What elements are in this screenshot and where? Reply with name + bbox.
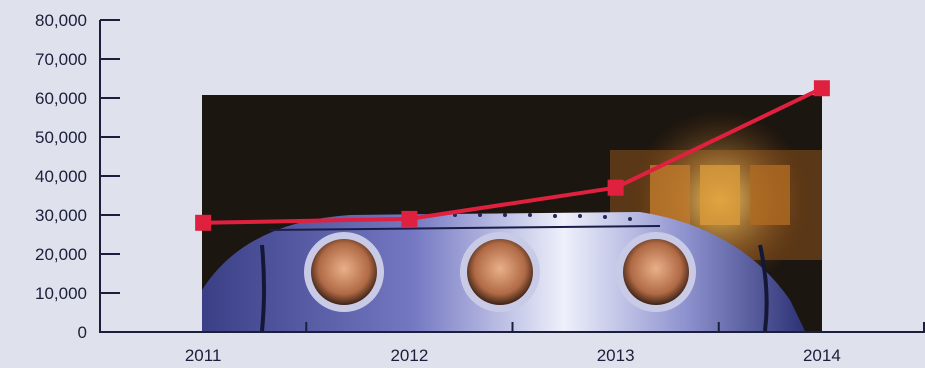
background-photo [202,95,822,331]
y-tick-label: 40,000 [35,167,87,186]
x-tick-label: 2014 [803,346,841,365]
y-tick-label: 0 [78,323,87,342]
y-tick-label: 80,000 [35,11,87,30]
data-point-2012 [401,210,418,227]
y-tick-label: 60,000 [35,89,87,108]
series-line [203,86,823,225]
y-tick-label: 20,000 [35,245,87,264]
y-tick-label: 30,000 [35,206,87,225]
y-tick-label: 70,000 [35,50,87,69]
x-tick-label: 2013 [597,346,635,365]
data-point-2014 [813,80,830,97]
data-point-2013 [607,179,624,196]
y-axis-ticks: 0 10,000 20,000 30,000 40,000 50,000 60,000 70,… [35,11,120,342]
x-axis-ticks: 2011 2012 2013 2014 [185,322,925,365]
y-tick-label: 10,000 [35,284,87,303]
y-tick-label: 50,000 [35,128,87,147]
series-layer [195,80,830,231]
x-tick-label: 2012 [390,346,428,365]
data-point-2011 [195,214,212,231]
x-tick-label: 2011 [185,346,222,365]
